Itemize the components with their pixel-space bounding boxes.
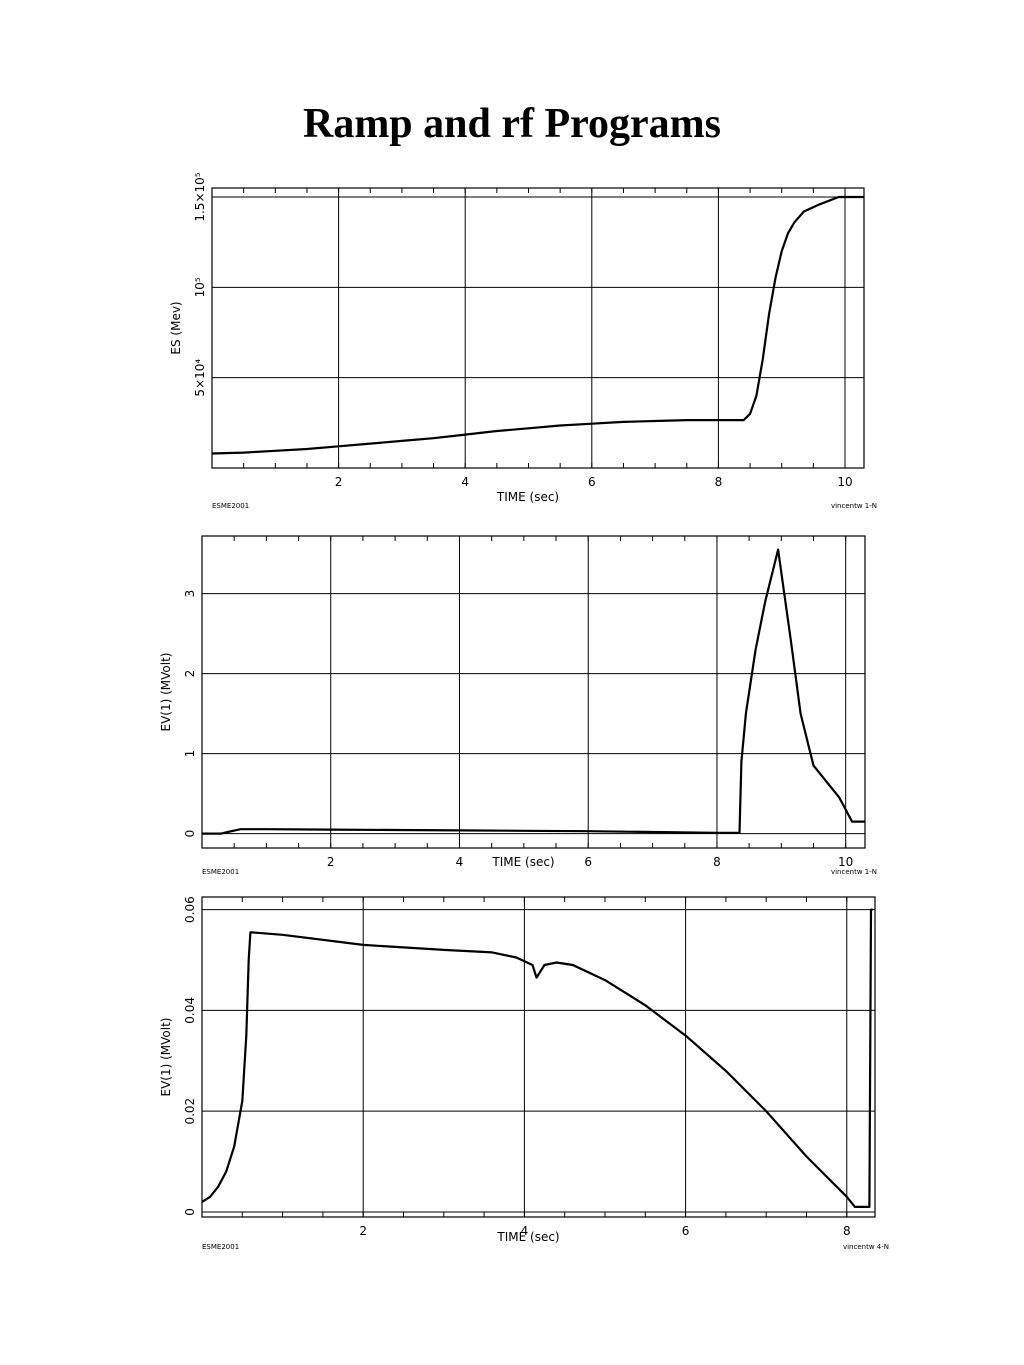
y-axis-label: ES (Mev) bbox=[169, 301, 183, 354]
x-tick-label: 4 bbox=[461, 475, 469, 489]
y-tick-label: 0.02 bbox=[183, 1098, 197, 1125]
footer-left: ESME2001 bbox=[212, 502, 249, 510]
x-tick-label: 6 bbox=[588, 475, 596, 489]
footer-right: vincentw 1-N bbox=[831, 868, 877, 876]
y-tick-label: 10⁵ bbox=[193, 277, 207, 297]
y-tick-label: 2 bbox=[183, 670, 197, 678]
y-tick-label: 0.06 bbox=[183, 896, 197, 923]
plot-frame bbox=[211, 187, 865, 469]
x-tick-label: 8 bbox=[715, 475, 723, 489]
footer-right: vincentw 1-N bbox=[831, 502, 877, 510]
x-tick-label: 8 bbox=[843, 1224, 851, 1238]
x-tick-label: 2 bbox=[335, 475, 343, 489]
y-tick-label: 1.5×10⁵ bbox=[193, 172, 207, 221]
y-tick-label: 0.04 bbox=[183, 997, 197, 1024]
x-tick-label: 2 bbox=[359, 1224, 367, 1238]
plot-frame bbox=[201, 535, 866, 849]
x-axis-label: TIME (sec) bbox=[491, 855, 554, 869]
x-axis-label: TIME (sec) bbox=[496, 1230, 559, 1244]
x-tick-label: 4 bbox=[521, 1224, 529, 1238]
x-tick-label: 10 bbox=[838, 855, 853, 869]
y-axis-label: EV(1) (MVolt) bbox=[159, 1018, 173, 1097]
chart-energy: 2 4 6 8 10 5×10⁴ 10⁵ 1.5×10⁵ TIME (sec) ES (Mev) E… bbox=[169, 172, 877, 510]
x-tick-label: 6 bbox=[584, 855, 592, 869]
y-tick-label: 5×10⁴ bbox=[193, 359, 207, 397]
series-line bbox=[202, 548, 865, 835]
x-tick-label: 2 bbox=[327, 855, 335, 869]
y-tick-label: 0 bbox=[183, 1208, 197, 1216]
x-axis-label: TIME (sec) bbox=[496, 490, 559, 504]
footer-left: ESME2001 bbox=[202, 868, 239, 876]
y-tick-label: 3 bbox=[183, 590, 197, 598]
y-axis-label: EV(1) (MVolt) bbox=[159, 653, 173, 732]
chart-voltage-zoom: 2 4 6 8 0 0.02 0.04 0.06 TIME (sec) EV(1) (MVolt)… bbox=[159, 896, 889, 1251]
footer-right: vincentw 4-N bbox=[843, 1243, 889, 1251]
x-tick-label: 6 bbox=[682, 1224, 690, 1238]
plot-frame bbox=[201, 896, 876, 1218]
x-tick-label: 10 bbox=[837, 475, 852, 489]
x-tick-label: 4 bbox=[456, 855, 464, 869]
series-line bbox=[201, 908, 873, 1208]
series-line bbox=[211, 195, 864, 455]
y-tick-label: 0 bbox=[183, 830, 197, 838]
page-title: Ramp and rf Programs bbox=[302, 101, 722, 147]
chart-voltage: 2 4 6 8 10 0 1 2 3 TIME (sec) EV(1) (MVolt) ESME200… bbox=[159, 535, 877, 876]
x-tick-label: 8 bbox=[713, 855, 721, 869]
y-tick-label: 1 bbox=[183, 750, 197, 758]
footer-left: ESME2001 bbox=[202, 1243, 239, 1251]
